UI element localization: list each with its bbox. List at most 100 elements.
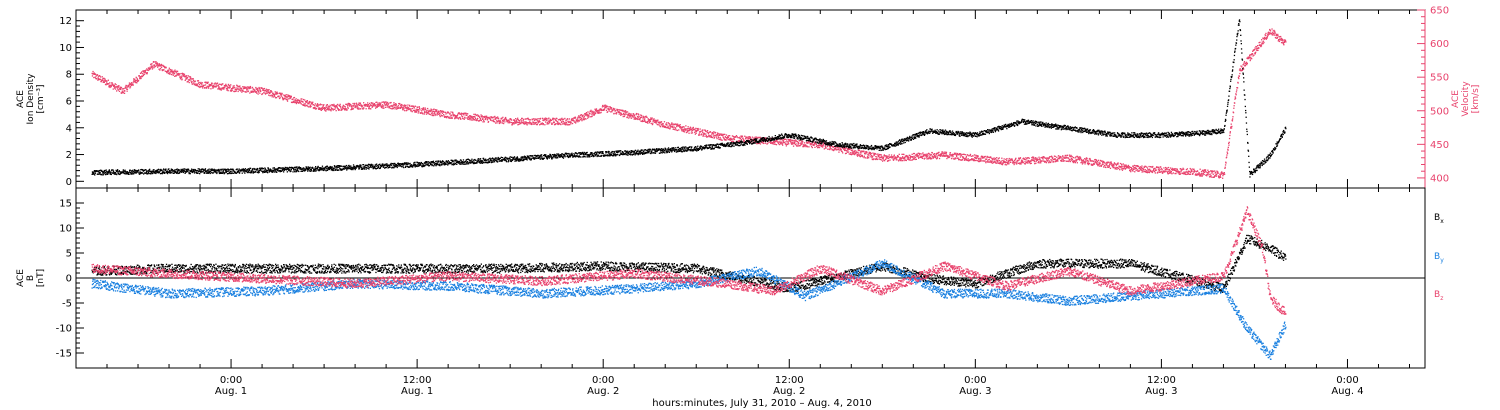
velocity-series-point <box>197 80 200 82</box>
velocity-series-point <box>1177 171 1179 173</box>
velocity-series-point <box>689 128 691 130</box>
velocity-series-point <box>1048 160 1051 162</box>
velocity-series-point <box>1207 169 1209 171</box>
velocity-series-point <box>1008 157 1010 160</box>
velocity-series-point <box>1206 175 1208 177</box>
density-series-point <box>191 171 194 174</box>
velocity-series-point <box>254 91 257 93</box>
velocity-series-point <box>1023 158 1025 160</box>
density-series-point <box>183 168 186 170</box>
velocity-series-point <box>738 139 740 142</box>
velocity-series-point <box>1221 171 1223 173</box>
velocity-series-point <box>371 102 373 104</box>
velocity-series-point <box>641 120 644 122</box>
velocity-series-point <box>792 142 794 144</box>
velocity-series-point <box>1042 160 1045 162</box>
density-series-point <box>203 170 205 172</box>
velocity-series-point <box>157 66 159 68</box>
velocity-series-point <box>292 98 294 100</box>
velocity-series-point <box>928 153 930 155</box>
velocity-series-point <box>190 81 193 84</box>
velocity-series-point <box>538 121 540 123</box>
velocity-series-point <box>556 123 558 125</box>
velocity-series-point <box>587 117 589 119</box>
velocity-series-point <box>409 104 411 106</box>
velocity-series-point <box>955 153 957 155</box>
density-series-point <box>133 170 135 173</box>
velocity-series-point <box>1071 159 1073 161</box>
density-series-point <box>267 167 269 169</box>
density-series-point <box>171 171 173 173</box>
density-series-point <box>289 170 291 173</box>
velocity-series-point <box>883 159 885 161</box>
velocity-series-point <box>1145 171 1148 173</box>
velocity-series-point <box>343 105 345 107</box>
density-series-point <box>311 170 313 172</box>
density-series-point <box>206 170 209 172</box>
velocity-series-point <box>1169 169 1171 172</box>
velocity-series-point <box>785 145 787 147</box>
velocity-series-point <box>1016 161 1018 163</box>
velocity-series-point <box>1213 176 1215 178</box>
velocity-series-point <box>643 119 646 121</box>
velocity-series-point <box>993 161 995 163</box>
velocity-series-point <box>709 131 712 133</box>
velocity-series-point <box>114 86 116 88</box>
velocity-series-point <box>852 150 854 153</box>
velocity-series-point <box>1004 164 1006 166</box>
velocity-series-point <box>1121 164 1123 166</box>
velocity-series-point <box>463 113 465 115</box>
velocity-series-point <box>1112 167 1114 169</box>
velocity-series-point <box>249 85 252 88</box>
velocity-series-point <box>190 80 192 82</box>
velocity-series-point <box>393 102 395 104</box>
velocity-series-point <box>535 122 537 124</box>
velocity-series-point <box>334 108 336 110</box>
velocity-series-point <box>1228 137 1231 140</box>
velocity-series-point <box>963 153 965 155</box>
velocity-series-point <box>1171 173 1173 175</box>
velocity-series-point <box>1101 160 1103 162</box>
velocity-series-point <box>901 157 903 159</box>
velocity-series-point <box>174 75 176 77</box>
velocity-series-point <box>433 112 436 114</box>
velocity-series-point <box>1098 161 1100 163</box>
velocity-series-point <box>1142 167 1144 170</box>
velocity-series-point <box>719 136 721 139</box>
velocity-series-point <box>620 113 622 115</box>
density-series-point <box>125 170 127 173</box>
density-series-point <box>207 169 209 171</box>
velocity-series-point <box>326 109 328 111</box>
velocity-series-point <box>702 131 704 133</box>
velocity-series-point <box>129 87 131 89</box>
velocity-series-point <box>1198 172 1200 174</box>
velocity-series-point <box>110 86 112 88</box>
velocity-series-point <box>517 117 519 119</box>
velocity-series-point <box>630 114 632 116</box>
velocity-series-point <box>581 118 583 120</box>
velocity-series-point <box>483 119 485 121</box>
velocity-series-point <box>216 82 219 84</box>
velocity-series-point <box>761 141 763 144</box>
velocity-series-point <box>871 158 873 161</box>
density-series-point <box>195 171 197 173</box>
density-series-point <box>219 172 222 174</box>
velocity-series-point <box>1182 173 1184 175</box>
velocity-series-point <box>394 104 396 106</box>
velocity-series-point <box>1107 166 1110 168</box>
velocity-series-point <box>1140 168 1142 170</box>
velocity-series-point <box>402 107 404 109</box>
velocity-series-point <box>974 156 976 158</box>
density-series-point <box>210 168 213 170</box>
velocity-series-point <box>309 104 312 106</box>
velocity-series-point <box>1224 166 1226 168</box>
velocity-series-point <box>670 126 672 128</box>
velocity-series-point <box>685 125 687 127</box>
velocity-series-point <box>143 70 145 72</box>
density-series-point <box>108 172 110 174</box>
velocity-series-point <box>210 84 212 86</box>
velocity-series-point <box>902 156 904 158</box>
density-series-point <box>194 169 196 171</box>
velocity-series-point <box>188 79 190 81</box>
velocity-series-point <box>128 84 130 86</box>
